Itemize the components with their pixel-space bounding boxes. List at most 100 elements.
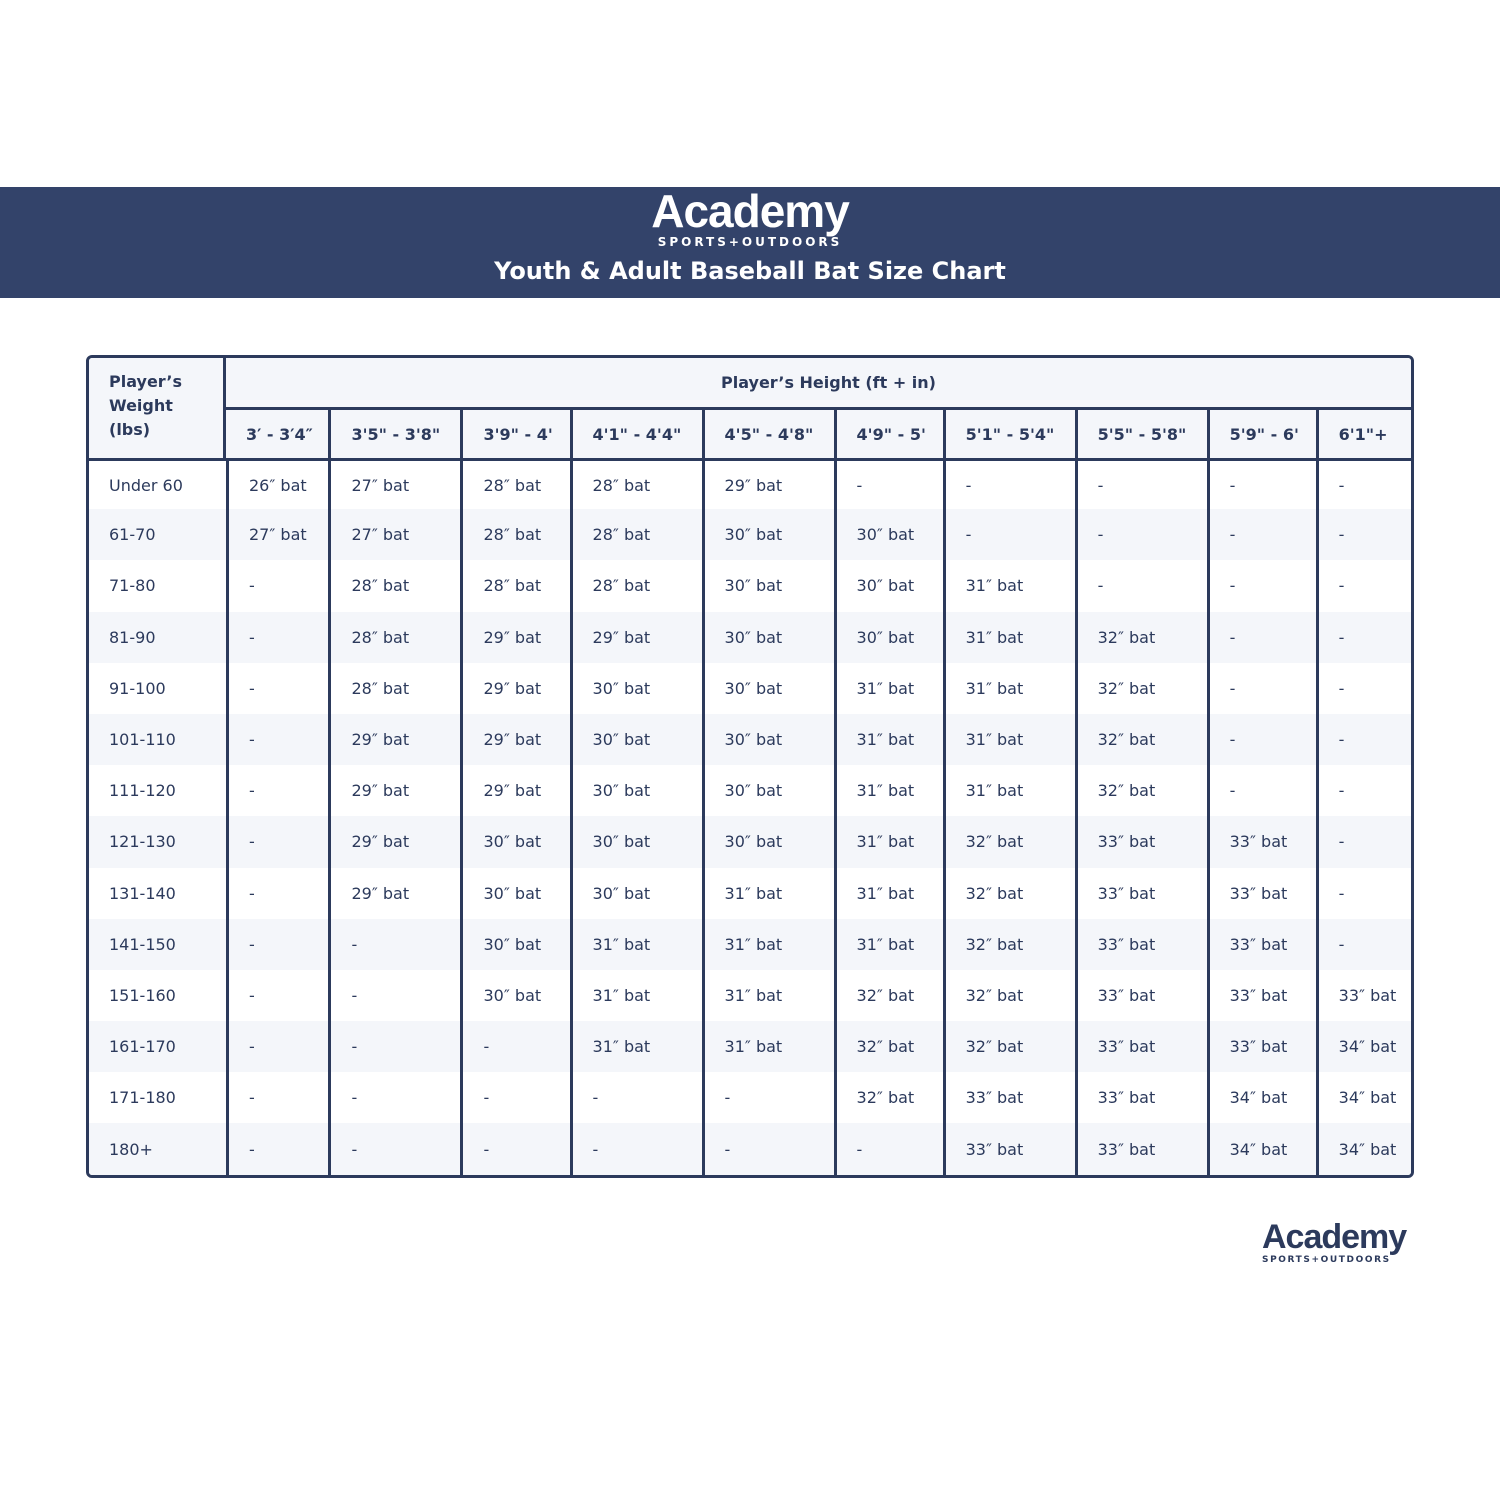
bat-size-cell: 30″ bat [460,918,570,970]
bat-size-cell: 29″ bat [460,713,570,766]
bat-size-cell: 30″ bat [833,509,943,561]
bat-size-cell: - [328,969,460,1022]
bat-size-cell: 31″ bat [569,1021,702,1073]
bat-size-cell: 27″ bat [328,458,461,510]
bat-size-cell: 31″ bat [942,611,1075,663]
bat-size-cell: - [1315,662,1411,714]
bat-size-cell: - [833,458,943,510]
footer-logo-subtext: SPORTS+OUTDOORS [1262,1255,1391,1265]
bat-size-cell: 33″ bat [1074,867,1207,919]
bat-size-cell: - [226,918,329,970]
table-row: 61-70 27″ bat 27″ bat 28″ bat 28″ bat 30″ bat… [89,509,1411,561]
bat-size-cell: - [1206,611,1316,663]
bat-size-cell: 28″ bat [328,611,461,663]
bat-size-cell: 30″ bat [569,765,702,817]
bat-size-cell: - [328,1123,461,1175]
table-row: 101-110-29″ bat 29″ bat 30″ bat 30″ bat 31″ … [89,713,1411,766]
bat-size-cell: 32″ bat [1074,662,1207,714]
bat-size-cell: 32″ bat [1074,713,1207,766]
bat-size-cell: - [1315,918,1411,970]
bat-size-cell: 28″ bat [569,458,702,510]
weight-cell: 81-90 [89,611,226,663]
bat-size-cell: - [226,1123,329,1175]
bat-size-cell: - [701,1072,834,1124]
bat-size-cell: - [226,611,329,663]
weight-cell: 161-170 [89,1021,226,1073]
table-row: 71-80-28″ bat 28″ bat 28″ bat 30″ bat 30″ ba… [89,560,1411,612]
bat-size-cell: 32″ bat [942,1021,1075,1073]
weight-cell: 151-160 [109,985,176,1005]
bat-size-cell: 33″ bat [1206,969,1316,1022]
table-row: 161-170- - -31″ bat 31″ bat 32″ bat 32″ bat 33… [89,1021,1411,1073]
bat-size-cell: - [226,816,329,868]
logo-text: Academy [651,185,850,237]
height-column-header: 3'5" - 3'8" [328,407,461,458]
bat-size-cell: - [1315,458,1411,510]
height-column-header: 5'1" - 5'4" [942,407,1075,458]
bat-size-cell: - [1315,509,1411,561]
bat-size-cell: 29″ bat [569,611,702,663]
bat-size-cell: 28″ bat [328,662,460,714]
weight-cell: 101-110 [89,713,226,766]
bat-size-cell: - [460,1021,570,1073]
bat-size-cell: - [1315,816,1411,868]
bat-size-cell: 28″ bat [569,560,702,612]
bat-size-cell: 32″ bat [833,1021,943,1073]
height-column-header: 6'1"+ [1315,407,1411,458]
bat-size-cell: 33″ bat [942,1123,1075,1175]
bat-size-cell: 31″ bat [833,765,943,817]
bat-size-cell: - [328,1021,461,1073]
table-row: 111-120-29″ bat 29″ bat 30″ bat 30″ bat 31″ … [89,765,1411,817]
footer-logo: Academy SPORTS+OUTDOORS [1262,1220,1452,1266]
bat-size-cell: 28″ bat [569,509,702,561]
height-column-header: 4'9" - 5' [833,407,943,458]
bat-size-cell: 29″ bat [328,867,460,919]
bat-size-cell: 31″ bat [569,969,702,1022]
bat-size-cell: 33″ bat [1074,1021,1207,1073]
bat-size-cell: 32″ bat [942,867,1075,919]
bat-size-cell: - [328,918,461,970]
page-title: Youth & Adult Baseball Bat Size Chart [494,257,1006,285]
weight-cell: 131-140 [109,883,176,903]
bat-size-cell: 30″ bat [701,816,834,868]
bat-size-cell: - [1074,509,1207,561]
bat-size-cell: 33″ bat [1206,867,1316,919]
weight-cell: 121-130 [89,816,226,868]
bat-size-cell: - [1206,713,1316,766]
bat-size-cell: 34″ bat [1315,1021,1411,1073]
bat-size-cell: 26″ bat [226,458,329,510]
bat-size-cell: 31″ bat [701,1021,834,1073]
bat-size-cell: 29″ bat [460,662,569,714]
bat-size-cell: 29″ bat [328,713,461,766]
bat-size-cell: - [1206,765,1316,817]
bat-size-cell: 29″ bat [460,611,570,663]
bat-size-cell: - [226,560,328,612]
bat-size-cell: - [1206,662,1316,714]
bat-size-cell: 32″ bat [1074,765,1207,817]
bat-size-cell: 31″ bat [942,765,1075,817]
table-row: 171-180- - - - -32″ bat 33″ bat 33″ bat 34″ bat… [89,1072,1411,1124]
bat-size-cell: 31″ bat [701,918,834,970]
bat-size-cell: 33″ bat [1206,1021,1316,1073]
bat-size-cell: 33″ bat [1206,816,1316,868]
bat-size-cell: 27″ bat [226,509,329,561]
bat-size-cell: 32″ bat [942,918,1075,970]
table-row: 131-140-29″ bat 30″ bat 30″ bat 31″ bat 31″ … [89,867,1411,919]
bat-size-cell: 29″ bat [701,458,834,510]
bat-size-cell: 28″ bat [460,560,569,612]
weight-cell: 141-150 [89,918,226,970]
bat-size-cell: 31″ bat [701,867,834,919]
bat-size-cell: 33″ bat [1074,969,1207,1022]
bat-size-cell: 30″ bat [569,713,702,766]
table-row: 141-150- -30″ bat 31″ bat 31″ bat 31″ bat 32″… [89,918,1411,970]
bat-size-table: Player’s Weight (lbs) Player’s Height (f… [86,355,1414,1178]
bat-size-cell: 32″ bat [833,1072,943,1124]
bat-size-cell: 29″ bat [328,765,460,817]
bat-size-cell: - [226,867,328,919]
bat-size-cell: - [226,1021,329,1073]
bat-size-cell: - [1206,560,1316,612]
bat-size-cell: 33″ bat [1074,918,1207,970]
bat-size-cell: 31″ bat [833,713,943,766]
bat-size-cell: 32″ bat [833,969,943,1022]
logo-subtext: SPORTS+OUTDOORS [657,235,843,249]
